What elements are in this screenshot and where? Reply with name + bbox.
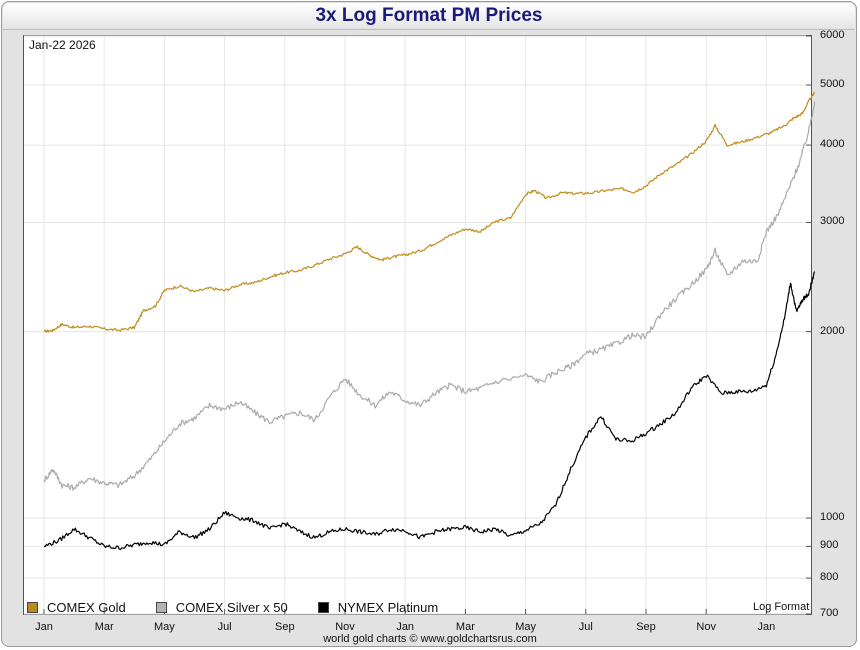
x-tick-label: Jul — [578, 621, 593, 633]
y-tick-label: 700 — [820, 607, 839, 619]
x-tick-label: Jan — [35, 621, 53, 633]
x-tick-label: Sep — [636, 621, 656, 633]
source-credit: world gold charts © www.goldchartsrus.co… — [323, 633, 537, 645]
axis-ticks — [43, 35, 811, 615]
legend-swatch-platinum — [317, 602, 329, 613]
y-tick-label: 2000 — [820, 324, 845, 337]
x-tick-label: May — [154, 621, 175, 633]
x-tick-label: Nov — [696, 621, 716, 633]
grid-lines — [24, 35, 811, 615]
x-tick-label: Jan — [757, 621, 776, 633]
x-tick-label: Mar — [94, 621, 114, 633]
legend-swatch-gold — [27, 602, 38, 613]
legend-swatch-silver — [155, 602, 167, 613]
y-tick-label: 800 — [820, 571, 839, 584]
series-line-nymex-platinum — [43, 271, 816, 551]
legend-item-silver: COMEX Silver x 50 — [155, 600, 288, 615]
x-tick-label: Nov — [335, 621, 355, 633]
x-tick-label: May — [515, 621, 536, 633]
series-line-comex-gold — [43, 91, 815, 333]
x-tick-label: Sep — [275, 621, 295, 633]
y-tick-label: 4000 — [820, 138, 845, 151]
y-tick-label: 1000 — [820, 511, 845, 524]
legend: COMEX Gold COMEX Silver x 50 NYMEX Plati… — [27, 600, 468, 615]
legend-item-platinum: NYMEX Platinum — [317, 600, 439, 615]
y-tick-label: 6000 — [820, 29, 845, 41]
log-format-note: Log Format — [753, 601, 810, 613]
chart-title: 3x Log Format PM Prices — [3, 3, 855, 30]
y-tick-label: 3000 — [820, 215, 845, 228]
date-label: Jan-22 2026 — [29, 38, 96, 52]
y-tick-label: 5000 — [820, 78, 845, 91]
x-tick-label: Jul — [217, 621, 232, 633]
series-lines — [43, 91, 816, 551]
series-line-comex-silver-x-50 — [43, 101, 816, 491]
legend-item-gold: COMEX Gold — [27, 600, 126, 615]
legend-label-gold: COMEX Gold — [47, 600, 126, 615]
x-tick-label: Mar — [455, 621, 475, 633]
x-tick-label: Jan — [396, 621, 415, 633]
legend-label-silver: COMEX Silver x 50 — [175, 600, 288, 615]
y-tick-label: 900 — [820, 539, 839, 552]
legend-label-platinum: NYMEX Platinum — [337, 600, 439, 615]
